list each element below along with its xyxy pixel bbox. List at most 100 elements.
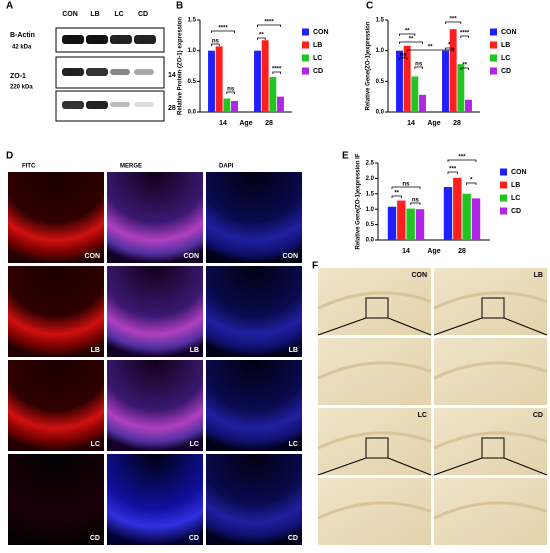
significance-label: *** [458,155,466,161]
significance-bracket [391,186,421,189]
bar [442,50,449,112]
lane-label: LB [90,11,99,18]
zoom-box [481,437,505,459]
y-tick-label: 0.0 [376,110,385,116]
significance-label: **** [218,26,228,32]
micrograph [8,360,104,451]
bar [223,98,231,112]
zoom-box [481,297,505,319]
micrographs: CON CON CON LB LB LB LC LC LC CD CD CD [8,172,302,545]
legend-label: LB [501,42,510,49]
significance-bracket [399,41,423,44]
significance-label: ns [415,62,423,68]
row-label: CON [84,253,100,260]
ihc-label: LB [534,272,543,279]
significance-label: ns [400,53,408,59]
x-axis-title: Age [427,248,440,255]
ihc-label: CON [411,272,427,279]
significance-label: ns [412,198,420,204]
legend-label: CON [501,29,517,36]
significance-bracket [399,57,408,60]
legend-label: CD [313,68,323,75]
significance-bracket [272,71,281,74]
significance-label: ns [227,87,235,93]
panel-letter: F [312,261,318,272]
zoom-line [317,457,367,476]
age-label: 28 [168,105,176,112]
blot-size: 220 kDa [10,85,33,91]
micrograph [206,454,302,545]
significance-bracket [410,202,421,205]
bar [277,96,284,112]
y-axis-title: Relative Gene(ZO-1)expression [366,21,372,110]
significance-bracket [406,49,454,52]
significance-bracket [460,67,469,70]
y-tick-label: 1.0 [376,48,385,54]
tissue-fold [433,501,548,520]
legend-swatch [490,41,497,49]
y-axis-title: Relative Gene(ZO-1)expression IF [356,153,362,249]
legend-label: CD [501,68,511,75]
tissue-fold [317,501,432,520]
significance-label: ns [402,182,410,188]
significance-label: **** [272,67,282,73]
legend-swatch [302,67,309,75]
legend-label: CON [313,29,329,36]
significance-bracket [211,43,220,46]
tissue-fold [317,361,432,380]
ihc-images: CON LB LC CD [317,268,548,545]
row-label: LC [190,441,199,448]
significance-bracket [447,171,458,174]
legend-swatch [500,168,507,176]
panel-letter: B [176,1,183,12]
x-tick-label: 28 [453,120,461,127]
panel-letter: C [366,1,373,12]
y-tick-label: 2.5 [366,161,375,167]
significance-bracket [414,66,423,69]
lane-label: LC [114,11,123,18]
bar [261,40,269,112]
significance-label: ** [405,29,410,35]
legend-swatch [490,67,497,75]
x-tick-label: 14 [407,120,415,127]
zoom-line [503,457,548,476]
significance-label: ** [394,191,399,197]
row-label: LB [289,347,298,354]
y-tick-label: 1.5 [366,191,375,197]
micrograph [107,266,203,357]
y-tick-label: 0.5 [376,79,385,85]
zoom-line [317,317,367,336]
significance-label: * [470,178,473,184]
tissue-fold [317,291,432,310]
y-tick-label: 1.0 [366,207,375,213]
zoom-line [503,317,548,336]
y-tick-label: 0.0 [366,238,375,244]
legend-swatch [500,207,507,215]
legend-swatch [500,194,507,202]
micrograph [206,172,302,263]
column-header: FITC [22,164,36,170]
x-tick-label: 14 [219,120,227,127]
tissue-fold [317,431,432,450]
bar [457,64,465,112]
row-label: CD [90,535,100,542]
ihc-label: LC [418,412,427,419]
age-label: 14 [168,72,176,79]
x-tick-label: 14 [402,248,410,255]
bar [396,50,403,112]
micrograph [107,454,203,545]
significance-label: *** [450,17,458,23]
column-header: MERGE [120,164,142,170]
row-label: CON [282,253,298,260]
panel-letter: E [342,151,349,162]
micrograph [206,266,302,357]
panel-letter: A [6,1,13,12]
tissue-fold [433,431,548,450]
micrograph [107,360,203,451]
bar [215,46,223,112]
tissue-fold [433,361,548,380]
significance-bracket [466,182,477,185]
y-tick-label: 2.0 [366,176,375,182]
legend-swatch [302,41,309,49]
